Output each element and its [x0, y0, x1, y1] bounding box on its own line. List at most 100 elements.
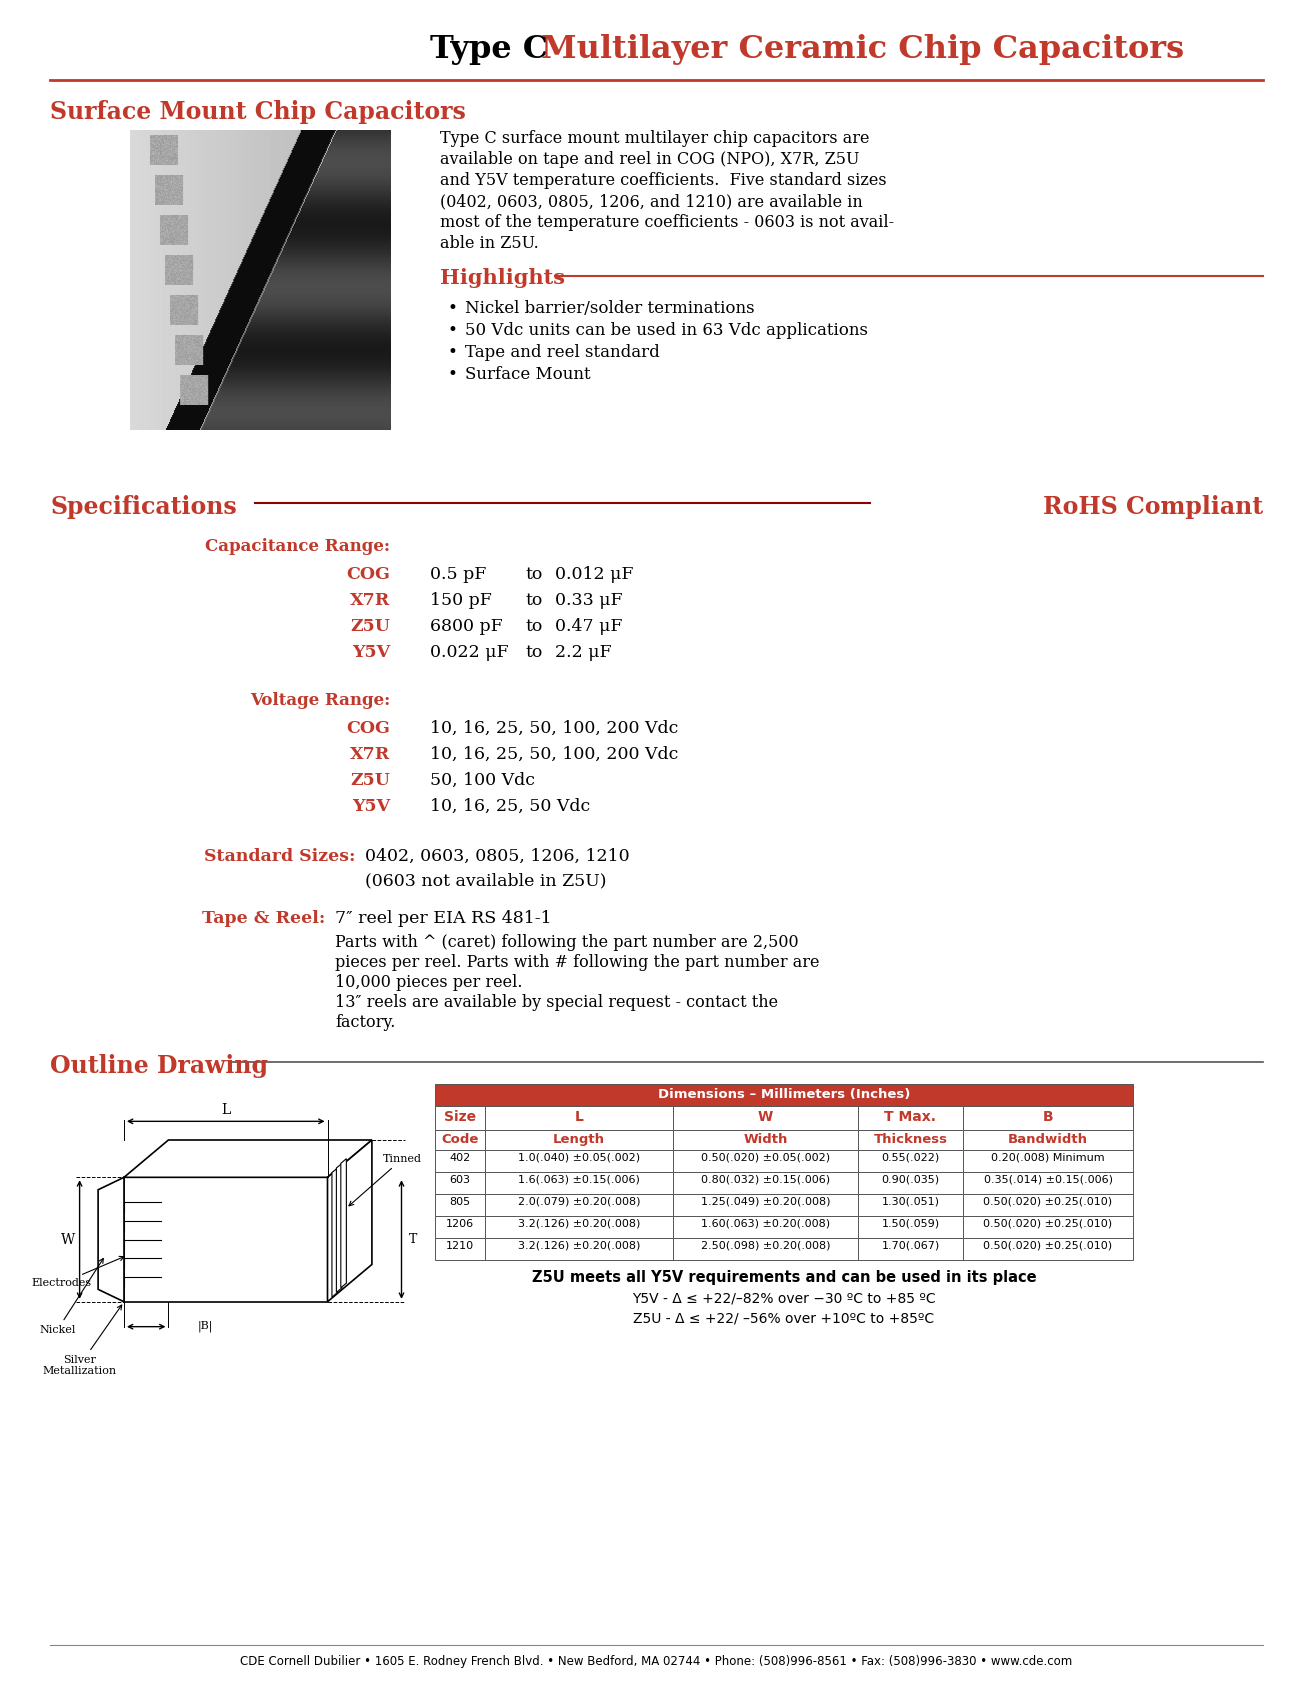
- Text: 0.5 pF: 0.5 pF: [429, 565, 486, 582]
- Text: Tinned: Tinned: [349, 1155, 421, 1205]
- Text: (0402, 0603, 0805, 1206, and 1210) are available in: (0402, 0603, 0805, 1206, and 1210) are a…: [440, 192, 863, 209]
- Text: X7R: X7R: [349, 592, 390, 609]
- Bar: [674, 1193, 857, 1215]
- Polygon shape: [336, 1163, 341, 1293]
- Text: 0.50(.020) ±0.05(.002): 0.50(.020) ±0.05(.002): [701, 1153, 830, 1163]
- Bar: [435, 1215, 484, 1237]
- Text: (0603 not available in Z5U): (0603 not available in Z5U): [365, 873, 607, 890]
- Bar: [435, 1237, 484, 1259]
- Text: 10,000 pieces per reel.: 10,000 pieces per reel.: [335, 974, 523, 991]
- Text: 0.012 μF: 0.012 μF: [555, 565, 633, 582]
- Text: Dimensions – Millimeters (Inches): Dimensions – Millimeters (Inches): [658, 1089, 910, 1101]
- Text: 10, 16, 25, 50 Vdc: 10, 16, 25, 50 Vdc: [429, 798, 591, 815]
- Bar: [484, 1150, 674, 1171]
- Text: 0402, 0603, 0805, 1206, 1210: 0402, 0603, 0805, 1206, 1210: [365, 847, 630, 864]
- Bar: [962, 1237, 1133, 1259]
- Text: 1.25(.049) ±0.20(.008): 1.25(.049) ±0.20(.008): [701, 1197, 830, 1207]
- Polygon shape: [341, 1158, 347, 1288]
- Text: 2.50(.098) ±0.20(.008): 2.50(.098) ±0.20(.008): [701, 1241, 830, 1251]
- Text: •: •: [448, 366, 458, 383]
- Text: Type C: Type C: [429, 34, 549, 66]
- Text: able in Z5U.: able in Z5U.: [440, 235, 538, 252]
- Text: Highlights: Highlights: [440, 268, 565, 289]
- Text: 0.55(.022): 0.55(.022): [881, 1153, 940, 1163]
- Text: 0.20(.008) Minimum: 0.20(.008) Minimum: [991, 1153, 1104, 1163]
- Text: 0.50(.020) ±0.25(.010): 0.50(.020) ±0.25(.010): [983, 1197, 1112, 1207]
- Text: 0.80(.032) ±0.15(.006): 0.80(.032) ±0.15(.006): [701, 1175, 830, 1185]
- Text: CDE Cornell Dubilier • 1605 E. Rodney French Blvd. • New Bedford, MA 02744 • Pho: CDE Cornell Dubilier • 1605 E. Rodney Fr…: [240, 1654, 1073, 1668]
- Bar: [484, 1106, 674, 1129]
- Text: T Max.: T Max.: [885, 1111, 936, 1124]
- Text: pieces per reel. Parts with # following the part number are: pieces per reel. Parts with # following …: [335, 954, 819, 971]
- Polygon shape: [123, 1139, 372, 1177]
- Text: 2.0(.079) ±0.20(.008): 2.0(.079) ±0.20(.008): [517, 1197, 641, 1207]
- Bar: [857, 1129, 962, 1150]
- Bar: [674, 1106, 857, 1129]
- Bar: [857, 1215, 962, 1237]
- Text: W: W: [758, 1111, 773, 1124]
- Text: COG: COG: [347, 721, 390, 738]
- Text: Capacitance Range:: Capacitance Range:: [205, 538, 390, 555]
- Text: Y5V - Δ ≤ +22/–82% over −30 ºC to +85 ºC: Y5V - Δ ≤ +22/–82% over −30 ºC to +85 ºC: [632, 1291, 936, 1307]
- Bar: [857, 1193, 962, 1215]
- Bar: [857, 1171, 962, 1193]
- Text: 2.2 μF: 2.2 μF: [555, 645, 612, 662]
- Text: 3.2(.126) ±0.20(.008): 3.2(.126) ±0.20(.008): [517, 1241, 641, 1251]
- Bar: [484, 1215, 674, 1237]
- Text: Standard Sizes:: Standard Sizes:: [204, 847, 355, 864]
- Text: 13″ reels are available by special request - contact the: 13″ reels are available by special reque…: [335, 994, 779, 1011]
- Bar: [674, 1237, 857, 1259]
- Text: •: •: [448, 322, 458, 339]
- Bar: [484, 1129, 674, 1150]
- Text: factory.: factory.: [335, 1014, 395, 1031]
- Bar: [857, 1106, 962, 1129]
- Text: 603: 603: [449, 1175, 470, 1185]
- Bar: [435, 1171, 484, 1193]
- Text: 50 Vdc units can be used in 63 Vdc applications: 50 Vdc units can be used in 63 Vdc appli…: [465, 322, 868, 339]
- Text: Y5V: Y5V: [352, 798, 390, 815]
- Bar: [962, 1171, 1133, 1193]
- Text: Bandwidth: Bandwidth: [1008, 1133, 1088, 1146]
- Bar: [435, 1084, 1133, 1106]
- Text: and Y5V temperature coefficients.  Five standard sizes: and Y5V temperature coefficients. Five s…: [440, 172, 886, 189]
- Text: Multilayer Ceramic Chip Capacitors: Multilayer Ceramic Chip Capacitors: [530, 34, 1184, 66]
- Text: 50, 100 Vdc: 50, 100 Vdc: [429, 771, 534, 788]
- Text: 0.35(.014) ±0.15(.006): 0.35(.014) ±0.15(.006): [983, 1175, 1112, 1185]
- Polygon shape: [98, 1177, 123, 1301]
- Bar: [857, 1150, 962, 1171]
- Text: Parts with ^ (caret) following the part number are 2,500: Parts with ^ (caret) following the part …: [335, 933, 798, 950]
- Text: 805: 805: [449, 1197, 470, 1207]
- Text: 1.6(.063) ±0.15(.006): 1.6(.063) ±0.15(.006): [519, 1175, 639, 1185]
- Text: to: to: [525, 565, 542, 582]
- Text: X7R: X7R: [349, 746, 390, 763]
- Text: L: L: [221, 1104, 230, 1117]
- Text: Surface Mount Chip Capacitors: Surface Mount Chip Capacitors: [50, 100, 466, 123]
- Text: •: •: [448, 300, 458, 317]
- Text: 0.33 μF: 0.33 μF: [555, 592, 622, 609]
- Text: L: L: [575, 1111, 583, 1124]
- Text: •: •: [448, 344, 458, 361]
- Text: 0.50(.020) ±0.25(.010): 0.50(.020) ±0.25(.010): [983, 1219, 1112, 1229]
- Text: 1.50(.059): 1.50(.059): [881, 1219, 940, 1229]
- Text: to: to: [525, 592, 542, 609]
- Bar: [962, 1215, 1133, 1237]
- Text: RoHS Compliant: RoHS Compliant: [1043, 495, 1263, 518]
- Bar: [484, 1193, 674, 1215]
- Text: Voltage Range:: Voltage Range:: [249, 692, 390, 709]
- Bar: [435, 1106, 484, 1129]
- Text: 10, 16, 25, 50, 100, 200 Vdc: 10, 16, 25, 50, 100, 200 Vdc: [429, 721, 679, 738]
- Text: T: T: [408, 1232, 416, 1246]
- Bar: [857, 1237, 962, 1259]
- Text: 1.70(.067): 1.70(.067): [881, 1241, 940, 1251]
- Text: Specifications: Specifications: [50, 495, 236, 518]
- Text: Outline Drawing: Outline Drawing: [50, 1053, 268, 1079]
- Bar: [962, 1106, 1133, 1129]
- Text: Surface Mount: Surface Mount: [465, 366, 591, 383]
- Text: Y5V: Y5V: [352, 645, 390, 662]
- Text: 0.022 μF: 0.022 μF: [429, 645, 508, 662]
- Text: 0.47 μF: 0.47 μF: [555, 618, 622, 635]
- Text: Silver
Metallization: Silver Metallization: [42, 1305, 122, 1376]
- Bar: [962, 1150, 1133, 1171]
- Text: 1206: 1206: [446, 1219, 474, 1229]
- Text: 7″ reel per EIA RS 481-1: 7″ reel per EIA RS 481-1: [335, 910, 551, 927]
